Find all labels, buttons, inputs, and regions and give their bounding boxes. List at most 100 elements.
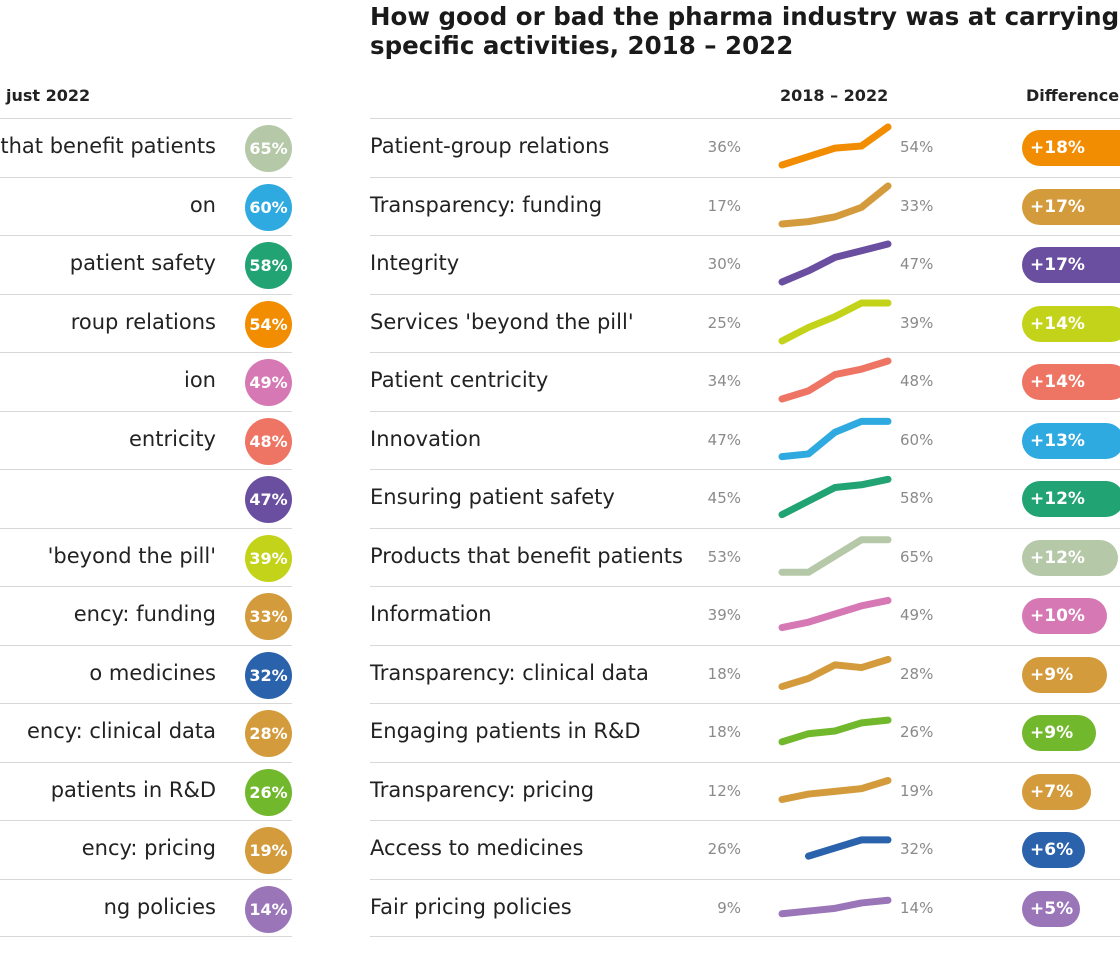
end-value-label: 49%	[900, 606, 934, 624]
value-badge: 58%	[245, 242, 292, 289]
list-item: ion 49%	[0, 352, 292, 411]
start-value-label: 30%	[707, 255, 741, 273]
table-row: Transparency: pricing 12% 19% +7%	[370, 761, 1120, 821]
value-badge: 49%	[245, 359, 292, 406]
left-row-label: ng policies	[103, 894, 216, 919]
series-line	[778, 240, 892, 286]
left-row-label: ion	[184, 368, 216, 392]
table-row: Engaging patients in R&D 18% 26% +9%	[370, 703, 1120, 762]
sparkline-svg	[778, 655, 892, 690]
start-value-label: 45%	[707, 489, 741, 507]
sparkline-svg	[778, 475, 892, 519]
list-item: that benefit patients 65%	[0, 118, 292, 177]
left-row-label: 'beyond the pill'	[47, 543, 216, 568]
table-row: Integrity 30% 47% +17%	[370, 235, 1120, 294]
sparkline-svg	[778, 535, 892, 576]
table-row: Ensuring patient safety 45% 58% +12%	[370, 469, 1120, 528]
table-row: Information 39% 49% +10%	[370, 586, 1120, 645]
activity-label: Integrity	[370, 251, 460, 275]
value-badge: 19%	[245, 827, 292, 874]
series-line	[778, 596, 892, 632]
list-item: 47%	[0, 469, 292, 528]
start-value-label: 53%	[707, 547, 741, 566]
left-row-label: patient safety	[69, 251, 216, 275]
end-value-label: 48%	[900, 372, 934, 390]
end-value-label: 19%	[900, 781, 934, 800]
end-value-label: 39%	[900, 313, 934, 332]
difference-pill: +14%	[1022, 305, 1120, 342]
value-badge: 39%	[245, 534, 292, 582]
value-badge: 47%	[245, 476, 292, 523]
chart-title-line-1: How good or bad the pharma industry was …	[370, 2, 1120, 31]
start-value-label: 18%	[707, 723, 741, 741]
list-item: patients in R&D 26%	[0, 761, 292, 821]
start-value-label: 18%	[707, 664, 741, 683]
series-line	[778, 896, 892, 917]
end-value-label: 58%	[900, 489, 934, 507]
end-value-label: 28%	[900, 664, 934, 683]
end-value-label: 65%	[900, 547, 934, 566]
end-value-label: 47%	[900, 255, 934, 273]
difference-pill: +12%	[1022, 481, 1120, 517]
list-item: on 60%	[0, 176, 292, 236]
start-value-label: 25%	[707, 313, 741, 332]
value-badge: 54%	[245, 300, 292, 348]
activity-label: Transparency: clinical data	[370, 660, 649, 685]
activity-label: Patient centricity	[370, 368, 549, 392]
series-line	[805, 836, 892, 860]
activity-label: Services 'beyond the pill'	[370, 309, 634, 334]
difference-pill: +13%	[1022, 422, 1120, 459]
difference-pill: +17%	[1022, 188, 1120, 225]
left-row-label: roup relations	[70, 309, 216, 334]
end-value-label: 54%	[900, 138, 934, 156]
activity-label: Products that benefit patients	[370, 543, 683, 568]
table-row: Fair pricing policies 9% 14% +5%	[370, 878, 1120, 937]
start-value-label: 34%	[707, 372, 741, 390]
value-badge: 33%	[245, 593, 292, 640]
table-row: Transparency: clinical data 18% 28% +9%	[370, 644, 1120, 704]
difference-pill: +18%	[1022, 130, 1120, 166]
left-row-label: that benefit patients	[0, 134, 216, 158]
table-row: Access to medicines 26% 32% +6%	[370, 820, 1120, 879]
sparkline-svg	[778, 182, 892, 227]
sparkline-svg	[778, 240, 892, 286]
sparkline-svg	[778, 896, 892, 917]
left-row-label: ency: pricing	[81, 836, 216, 860]
difference-pill: +17%	[1022, 247, 1120, 283]
difference-pill: +10%	[1022, 598, 1107, 634]
start-value-label: 17%	[707, 196, 741, 215]
series-line	[778, 655, 892, 690]
left-column-header: just 2022	[6, 86, 91, 105]
table-row: Products that benefit patients 53% 65% +12%	[370, 527, 1120, 587]
activity-label: Patient-group relations	[370, 134, 610, 158]
start-value-label: 36%	[707, 138, 741, 156]
chart-title-line-2: specific activities, 2018 – 2022	[370, 31, 794, 60]
series-line	[778, 475, 892, 519]
left-row-label: patients in R&D	[50, 777, 216, 802]
trend-column-header: 2018 – 2022	[780, 86, 889, 105]
sparkline-svg	[778, 123, 892, 169]
left-row-label: entricity	[129, 426, 216, 451]
activity-label: Engaging patients in R&D	[370, 719, 641, 743]
difference-pill: +5%	[1022, 890, 1080, 927]
start-value-label: 12%	[707, 781, 741, 800]
list-item: o medicines 32%	[0, 644, 292, 704]
start-value-label: 39%	[707, 606, 741, 624]
left-row-label: on	[189, 192, 216, 217]
activity-label: Transparency: pricing	[370, 777, 595, 802]
series-line	[778, 123, 892, 169]
series-line	[778, 357, 892, 403]
series-line	[778, 776, 892, 803]
left-row-label: o medicines	[89, 660, 216, 685]
end-value-label: 32%	[900, 840, 934, 858]
table-row: Services 'beyond the pill' 25% 39% +14%	[370, 293, 1120, 353]
value-badge: 48%	[245, 417, 292, 465]
series-line	[778, 417, 892, 460]
start-value-label: 9%	[717, 898, 741, 917]
value-badge: 28%	[245, 710, 292, 757]
list-item: ency: funding 33%	[0, 586, 292, 645]
start-value-label: 47%	[707, 430, 741, 449]
left-row-label: ency: funding	[73, 602, 216, 626]
trend-list: Patient-group relations 36% 54% +18% Transpa…	[370, 118, 1120, 937]
sparkline-svg	[778, 776, 892, 803]
